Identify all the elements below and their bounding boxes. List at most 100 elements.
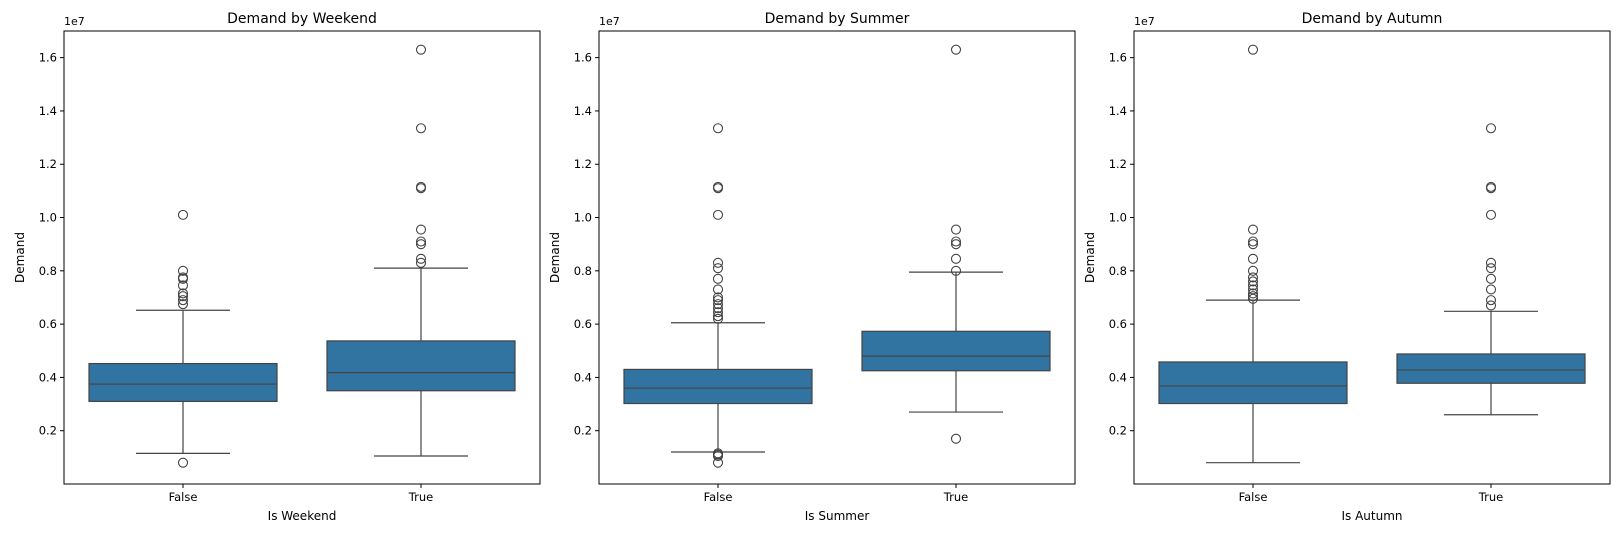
outlier-point <box>1247 236 1259 247</box>
iqr-box <box>1158 361 1348 405</box>
plot-frame <box>1133 30 1611 485</box>
outlier-point <box>415 123 427 134</box>
outlier-point <box>950 433 962 444</box>
outlier-point <box>950 253 962 264</box>
y-axis-label: Demand <box>548 232 562 283</box>
y-tick-label: 1.6 <box>39 51 57 65</box>
y-tick-label: 1.0 <box>1109 211 1127 225</box>
outlier-point <box>177 280 189 291</box>
outlier-point <box>415 253 427 264</box>
box-true <box>326 44 516 457</box>
outlier-point <box>950 239 962 250</box>
x-tick-label: False <box>1239 490 1268 504</box>
y-tick-label: 1.2 <box>574 157 592 171</box>
outlier-point <box>1247 239 1259 250</box>
chart-panel-3: Demand by Autumn 1e7 0.2 0.4 0.6 0.8 1.0 1.2 1.4… <box>1083 11 1611 523</box>
box-false <box>1158 44 1348 464</box>
plot-frame <box>598 30 1076 485</box>
box-false <box>88 209 278 468</box>
y-tick-label: 1.2 <box>39 157 57 171</box>
y-tick-label: 0.4 <box>1109 370 1127 384</box>
outlier-point <box>1485 181 1497 192</box>
iqr-box <box>88 362 278 402</box>
box-false <box>623 123 813 468</box>
y-tick-label: 1.0 <box>39 211 57 225</box>
y-offset-label: 1e7 <box>599 15 620 28</box>
chart-panel-2: Demand by Summer 1e7 0.2 0.4 0.6 0.8 1.0 1.2 1.4… <box>548 11 1076 523</box>
outlier-point <box>1485 263 1497 274</box>
outlier-point <box>1485 295 1497 306</box>
y-tick-label: 0.6 <box>39 317 57 331</box>
iqr-box <box>861 330 1051 372</box>
outlier-point <box>712 311 724 322</box>
outlier-point <box>712 448 724 459</box>
outlier-point <box>950 236 962 247</box>
x-axis-label: Is Autumn <box>1341 509 1402 523</box>
outlier-point <box>712 257 724 268</box>
outlier-point <box>177 272 189 283</box>
outlier-point <box>177 265 189 276</box>
plot-frame <box>63 30 541 485</box>
outlier-point <box>1247 272 1259 283</box>
outlier-point <box>415 236 427 247</box>
outlier-point <box>415 239 427 250</box>
outlier-point <box>1247 265 1259 276</box>
y-tick-label: 1.6 <box>574 51 592 65</box>
y-tick-label: 1.6 <box>1109 51 1127 65</box>
outlier-point <box>1247 284 1259 295</box>
outlier-point <box>712 303 724 314</box>
box-true <box>1396 123 1586 416</box>
outlier-point <box>177 295 189 306</box>
outlier-point <box>1485 123 1497 134</box>
outlier-point <box>712 263 724 274</box>
outlier-point <box>415 224 427 235</box>
outlier-point <box>712 313 724 324</box>
outlier-point <box>1247 276 1259 287</box>
chart-title: Demand by Autumn <box>1302 11 1443 27</box>
y-offset-label: 1e7 <box>1134 15 1155 28</box>
outlier-point <box>712 299 724 310</box>
y-tick-label: 1.4 <box>574 104 592 118</box>
outlier-point <box>712 273 724 284</box>
outlier-point <box>177 291 189 302</box>
box-true <box>861 44 1051 444</box>
outlier-point <box>177 457 189 468</box>
outlier-point <box>1485 284 1497 295</box>
outlier-point <box>415 257 427 268</box>
y-tick-label: 1.4 <box>1109 104 1127 118</box>
outlier-point <box>1485 273 1497 284</box>
x-tick-label: True <box>1478 490 1503 504</box>
x-tick-label: True <box>408 490 433 504</box>
chart-title: Demand by Summer <box>765 11 910 27</box>
y-axis-label: Demand <box>1083 232 1097 283</box>
outlier-point <box>1247 291 1259 302</box>
outlier-point <box>1485 209 1497 220</box>
y-tick-label: 0.8 <box>1109 264 1127 278</box>
outlier-point <box>415 44 427 55</box>
outlier-point <box>1247 253 1259 264</box>
x-tick-label: False <box>169 490 198 504</box>
outlier-point <box>712 123 724 134</box>
outlier-point <box>1247 288 1259 299</box>
y-tick-label: 0.8 <box>39 264 57 278</box>
outlier-point <box>415 181 427 192</box>
outlier-point <box>1485 257 1497 268</box>
y-tick-label: 0.6 <box>1109 317 1127 331</box>
iqr-box <box>1396 353 1586 384</box>
outlier-point <box>712 307 724 318</box>
x-tick-label: True <box>943 490 968 504</box>
y-tick-label: 0.6 <box>574 317 592 331</box>
outlier-point <box>712 284 724 295</box>
y-tick-label: 1.2 <box>1109 157 1127 171</box>
x-tick-label: False <box>704 490 733 504</box>
y-offset-label: 1e7 <box>64 15 85 28</box>
outlier-point <box>177 288 189 299</box>
outlier-point <box>177 209 189 220</box>
y-tick-label: 0.4 <box>39 370 57 384</box>
y-tick-label: 0.8 <box>574 264 592 278</box>
outlier-point <box>712 181 724 192</box>
outlier-point <box>712 295 724 306</box>
outlier-point <box>950 265 962 276</box>
y-tick-label: 0.2 <box>39 424 57 438</box>
